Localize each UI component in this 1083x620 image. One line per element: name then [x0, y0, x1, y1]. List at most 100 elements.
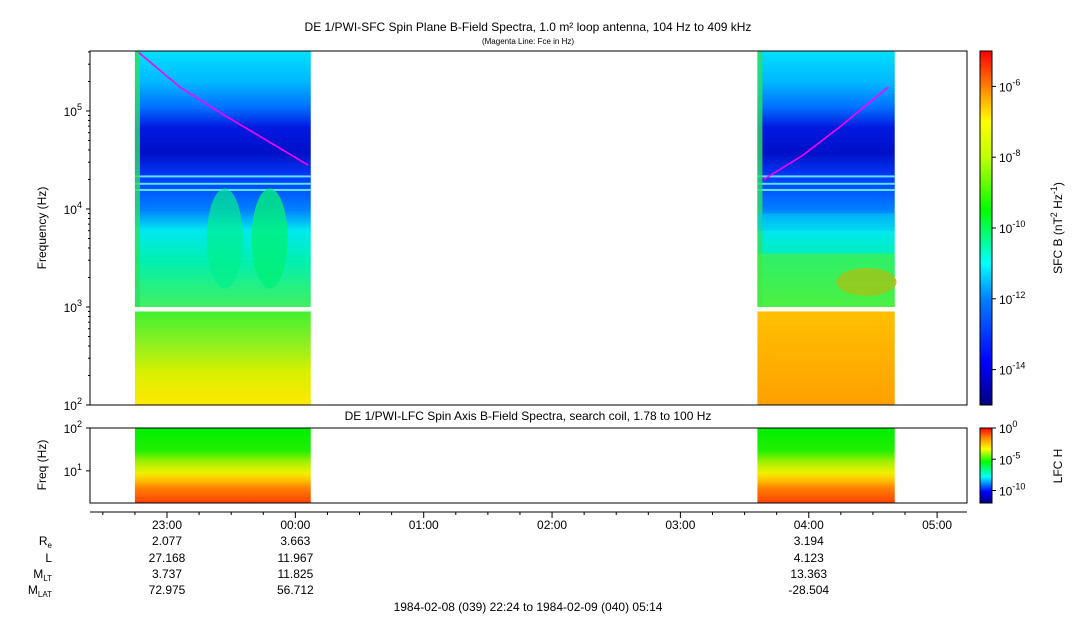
tick-base: 10: [999, 485, 1013, 499]
tick-exp: 3: [77, 298, 82, 308]
tick-exp: 1: [77, 462, 82, 472]
tick-base: 10: [999, 293, 1013, 307]
colorbar-title-part: SFC B (nT: [1051, 217, 1065, 274]
interference-line: [134, 182, 311, 185]
tick-exp: 2: [77, 419, 82, 429]
lfc-block-0: [134, 428, 311, 503]
tick-exp: 5: [77, 102, 82, 112]
lower-ytick-label: 102: [64, 419, 82, 436]
upper-ytick-label: 103: [64, 298, 82, 315]
ephemeris-value: 13.363: [790, 567, 827, 581]
colorbar-title-part: ): [1051, 182, 1065, 186]
lower-ytick-label: 101: [64, 462, 82, 479]
fce-line-0: [138, 51, 309, 166]
upper-ytick-label: 102: [64, 396, 82, 413]
lower-colorbar: [979, 427, 993, 504]
ephemeris-value: 56.712: [277, 583, 314, 597]
tick-exp: -5: [1012, 450, 1020, 460]
ephemeris-label: MLAT: [28, 583, 52, 599]
interval-edge: [134, 51, 140, 307]
time-range-label: 1984-02-08 (039) 22:24 to 1984-02-09 (04…: [394, 600, 663, 614]
tick-exp: 4: [77, 200, 82, 210]
ephemeris-value: 3.737: [152, 567, 182, 581]
interference-line: [757, 182, 895, 185]
tick-base: 10: [64, 301, 78, 315]
upper-colorbar-title: SFC B (nT2 Hz-1): [1049, 182, 1065, 274]
upper-cbar-label: 10-14: [999, 361, 1025, 378]
tick-base: 10: [64, 422, 78, 436]
ephemeris-value: 72.975: [149, 583, 186, 597]
tick-exp: 0: [1012, 419, 1017, 429]
upper-cbar-label: 10-8: [999, 148, 1020, 165]
ephemeris-value: 3.194: [794, 534, 824, 548]
emission-feature: [251, 188, 288, 289]
ephemeris-label-sub: e: [48, 541, 53, 550]
tick-base: 10: [999, 222, 1013, 236]
tick-exp: 2: [77, 396, 82, 406]
lower-plot-frame: [89, 427, 968, 504]
interference-line: [134, 175, 311, 178]
tick-base: 10: [999, 80, 1013, 94]
tick-base: 10: [999, 364, 1013, 378]
ephemeris-value: -28.504: [788, 583, 829, 597]
time-tick-label: 23:00: [152, 518, 182, 532]
ephemeris-label-main: M: [33, 567, 43, 581]
time-tick-label: 05:00: [922, 518, 952, 532]
tick-base: 10: [64, 105, 78, 119]
upper-ytick-label: 105: [64, 102, 82, 119]
tick-base: 10: [999, 422, 1013, 436]
time-tick-label: 01:00: [409, 518, 439, 532]
spectrum-block-low-1: [757, 311, 895, 405]
ephemeris-label: L: [45, 551, 52, 565]
ephemeris-value: 2.077: [152, 534, 182, 548]
time-tick-label: 03:00: [665, 518, 695, 532]
tick-exp: -6: [1012, 77, 1020, 87]
ephemeris-label-main: R: [39, 534, 48, 548]
time-tick-label: 02:00: [537, 518, 567, 532]
ephemeris-value: 11.967: [277, 551, 313, 565]
ephemeris-value: 27.168: [149, 551, 186, 565]
emission-feature: [206, 188, 243, 289]
ephemeris-label: MLT: [33, 567, 52, 583]
ephemeris-value: 11.825: [277, 567, 313, 581]
ephemeris-value: 4.123: [794, 551, 824, 565]
lower-spectrogram: [134, 428, 895, 503]
tick-base: 10: [64, 203, 78, 217]
lower-cbar-label: 10-10: [999, 482, 1025, 499]
lower-ylabel: Freq (Hz): [35, 440, 49, 491]
tick-exp: -14: [1012, 361, 1025, 371]
tick-base: 10: [64, 399, 78, 413]
spectrum-block-low-0: [134, 311, 311, 405]
ephemeris-label-sub: LAT: [38, 590, 52, 599]
emission-band: [757, 213, 895, 231]
tick-exp: -8: [1012, 148, 1020, 158]
fce-line-1: [763, 86, 889, 181]
upper-panel-subtitle: (Magenta Line: Fce in Hz): [482, 37, 574, 46]
upper-colorbar: [979, 50, 993, 406]
tick-base: 10: [999, 151, 1013, 165]
interference-line: [757, 188, 895, 191]
tick-exp: -12: [1012, 290, 1025, 300]
colorbar-title-part: 2: [1049, 212, 1059, 217]
upper-ylabel: Frequency (Hz): [35, 187, 49, 270]
tick-base: 10: [999, 453, 1013, 467]
ephemeris-label-sub: LT: [43, 574, 52, 583]
ephemeris-label-main: M: [28, 583, 38, 597]
upper-cbar-label: 10-12: [999, 290, 1025, 307]
upper-cbar-label: 10-6: [999, 77, 1020, 94]
colorbar-title-part: Hz: [1051, 194, 1065, 212]
lower-panel-title: DE 1/PWI-LFC Spin Axis B-Field Spectra, …: [345, 409, 712, 423]
tick-base: 10: [64, 465, 78, 479]
upper-spectrogram: [134, 51, 897, 405]
upper-ytick-label: 104: [64, 200, 82, 217]
time-tick-label: 00:00: [280, 518, 310, 532]
tick-exp: -10: [1012, 219, 1025, 229]
upper-panel-title: DE 1/PWI-SFC Spin Plane B-Field Spectra,…: [305, 20, 752, 34]
interval-edge: [757, 51, 763, 307]
ephemeris-value: 3.663: [280, 534, 310, 548]
lower-colorbar-title: LFC H: [1051, 449, 1065, 484]
ephemeris-label: Re: [39, 534, 53, 550]
lfc-block-1: [757, 428, 895, 503]
tick-exp: -10: [1012, 482, 1025, 492]
